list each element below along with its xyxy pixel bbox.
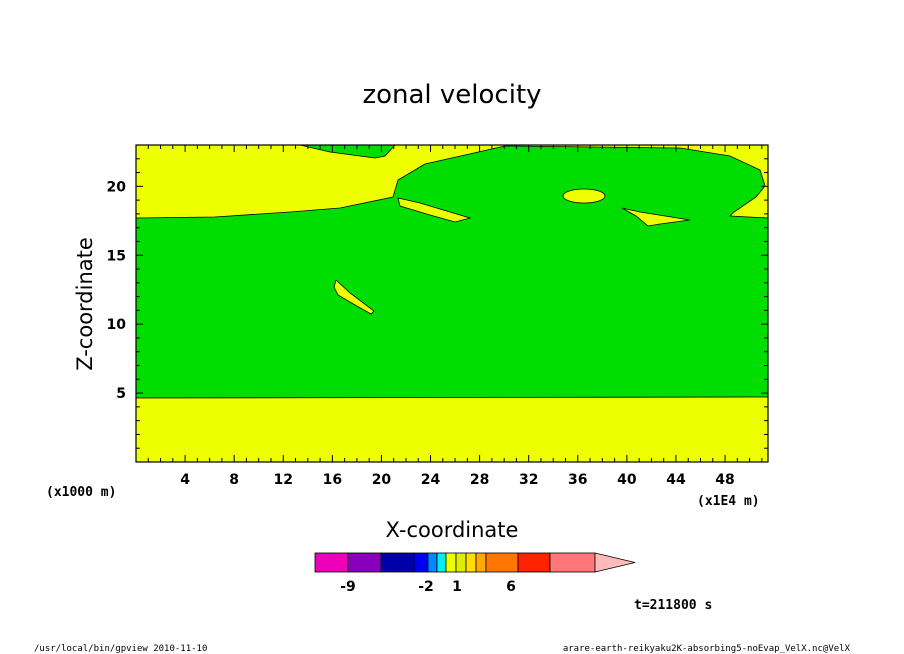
colorbar-segment — [485, 552, 519, 573]
yellow-island-1 — [333, 279, 375, 315]
colorbar-label: 6 — [506, 579, 516, 595]
y-tick-label: 15 — [107, 248, 126, 264]
x-tick-label: 28 — [470, 472, 489, 488]
x-tick-label: 40 — [617, 472, 637, 488]
colorbar-segment — [465, 552, 477, 573]
colorbar-segment — [549, 552, 596, 573]
x-tick-label: 32 — [519, 472, 538, 488]
colorbar-segment — [314, 552, 349, 573]
green-top-strip — [299, 145, 396, 159]
colorbar-segment — [427, 552, 438, 573]
y-unit-label: (x1000 m) — [46, 485, 116, 500]
colorbar-segment — [436, 552, 447, 573]
y-axis-label: Z-coordinate — [73, 237, 97, 371]
y-tick-label: 20 — [107, 179, 127, 195]
colorbar-label: 1 — [452, 579, 462, 595]
chart-title: zonal velocity — [362, 80, 541, 110]
colorbar-segment — [413, 552, 429, 573]
footer-left: /usr/local/bin/gpview 2010-11-10 — [34, 644, 207, 654]
footer-right: arare-earth-reikyaku2K-absorbing5-noEvap… — [563, 644, 851, 654]
x-tick-label: 48 — [715, 472, 734, 488]
x-tick-label: 4 — [180, 472, 190, 488]
y-axis: 5 10 15 20 — [107, 144, 768, 449]
colorbar-segment — [517, 552, 551, 573]
green-region — [136, 145, 768, 399]
x-tick-label: 24 — [421, 472, 441, 488]
x-axis-label: X-coordinate — [386, 518, 519, 542]
time-label: t=211800 s — [634, 598, 712, 613]
x-unit-label: (x1E4 m) — [697, 494, 760, 509]
plot-frame — [135, 144, 769, 463]
yellow-island-2 — [397, 197, 472, 223]
colorbar-segment — [475, 552, 487, 573]
x-tick-label: 44 — [666, 472, 686, 488]
x-tick-label: 20 — [372, 472, 392, 488]
x-tick-label: 8 — [229, 472, 239, 488]
colorbar-segment — [445, 552, 457, 573]
x-axis: 4 8 12 16 20 24 28 32 36 40 44 48 — [147, 145, 763, 488]
colorbar-arrow — [594, 552, 636, 573]
yellow-island-4 — [621, 207, 691, 227]
y-tick-label: 5 — [116, 386, 126, 402]
contour-plot-area — [136, 145, 768, 462]
x-tick-label: 16 — [323, 472, 342, 488]
yellow-island-3 — [562, 188, 606, 204]
colorbar-segment — [380, 552, 415, 573]
x-tick-label: 36 — [568, 472, 587, 488]
colorbar-segment — [347, 552, 382, 573]
colorbar: -9 -2 1 6 — [314, 552, 636, 595]
x-tick-label: 12 — [274, 472, 293, 488]
colorbar-segment — [455, 552, 467, 573]
y-tick-label: 10 — [107, 317, 127, 333]
colorbar-label: -9 — [340, 579, 356, 595]
colorbar-label: -2 — [418, 579, 434, 595]
